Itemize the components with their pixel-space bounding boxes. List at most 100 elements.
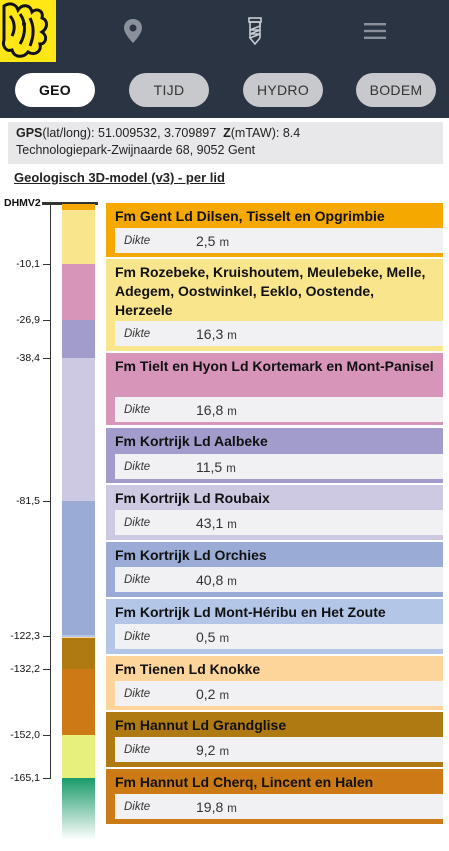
column-band <box>62 638 95 669</box>
depth-label: -165,1 <box>10 772 40 784</box>
column-band <box>62 669 95 735</box>
thickness-label: Dikte <box>124 234 151 247</box>
z-value: 8.4 <box>282 126 301 140</box>
thickness-value: 43,1 m <box>196 514 237 531</box>
layer-item[interactable]: Fm Rozebeke, Kruishoutem, Meulebeke, Mel… <box>106 259 443 351</box>
layer-item[interactable]: Fm Kortrijk Ld Roubaix Dikte 43,1 m <box>106 485 443 540</box>
layer-item[interactable]: Fm Tienen Ld Knokke Dikte 0,2 m <box>106 656 443 710</box>
column-band <box>62 358 95 501</box>
depth-tick <box>43 735 51 736</box>
thickness-row: Dikte 9,2 m <box>115 737 443 762</box>
depth-label: -26,9 <box>16 314 40 326</box>
location-info-box: GPS(lat/long): 51.009532, 3.709897 Z(mTA… <box>8 122 443 164</box>
layer-item[interactable]: Fm Kortrijk Ld Mont-Héribu en Het Zoute … <box>106 599 443 654</box>
thickness-row: Dikte 43,1 m <box>115 510 443 535</box>
layer-name: Fm Kortrijk Ld Aalbeke <box>115 433 268 449</box>
column-band <box>62 204 95 210</box>
layer-item[interactable]: Fm Hannut Ld Cherq, Lincent en Halen Dik… <box>106 769 443 824</box>
column-band <box>62 264 95 320</box>
drill-icon[interactable] <box>239 15 271 47</box>
depth-tick <box>43 669 51 670</box>
column-band <box>62 320 95 358</box>
hamburger-menu-icon[interactable] <box>359 15 391 47</box>
tab-bar: GEO TIJD HYDRO BODEM <box>0 62 449 118</box>
column-band <box>62 735 95 778</box>
thickness-label: Dikte <box>124 327 151 340</box>
layer-item[interactable]: Fm Gent Ld Dilsen, Tisselt en Opgrimbie … <box>106 203 443 257</box>
layer-name: Fm Hannut Ld Cherq, Lincent en Halen <box>115 774 374 790</box>
location-pin-icon[interactable] <box>117 15 149 47</box>
surface-marker <box>42 202 98 205</box>
layer-name: Fm Hannut Ld Grandglise <box>115 717 287 733</box>
thickness-row: Dikte 2,5 m <box>115 228 443 253</box>
thickness-label: Dikte <box>124 460 151 473</box>
column-band <box>62 501 95 635</box>
thickness-value: 16,3 m <box>196 325 237 342</box>
column-band <box>62 635 95 637</box>
lion-logo-icon[interactable] <box>0 0 56 62</box>
thickness-row: Dikte 40,8 m <box>115 567 443 592</box>
depth-top-label: DHMV2 <box>4 197 41 209</box>
thickness-row: Dikte 19,8 m <box>115 794 443 819</box>
layer-name: Fm Tienen Ld Knokke <box>115 661 261 677</box>
depth-label: -132,2 <box>10 663 40 675</box>
depth-label: -122,3 <box>10 630 40 642</box>
depth-axis <box>50 203 51 778</box>
layer-item[interactable]: Fm Tielt en Hyon Ld Kortemark en Mont-Pa… <box>106 353 443 425</box>
thickness-label: Dikte <box>124 630 151 643</box>
thickness-value: 0,5 m <box>196 628 230 645</box>
thickness-value: 16,8 m <box>196 401 237 418</box>
layer-item[interactable]: Fm Kortrijk Ld Orchies Dikte 40,8 m <box>106 542 443 597</box>
depth-tick <box>43 636 51 637</box>
depth-label: -38,4 <box>16 352 40 364</box>
thickness-label: Dikte <box>124 573 151 586</box>
thickness-label: Dikte <box>124 516 151 529</box>
gps-suffix: (lat/long): <box>42 126 98 140</box>
gps-line: GPS(lat/long): 51.009532, 3.709897 Z(mTA… <box>16 125 435 142</box>
layer-name: Fm Tielt en Hyon Ld Kortemark en Mont-Pa… <box>115 358 434 374</box>
depth-tick <box>43 320 51 321</box>
thickness-value: 2,5 m <box>196 232 230 249</box>
gps-label: GPS <box>16 126 43 140</box>
depth-tick <box>43 501 51 502</box>
depth-tick <box>43 358 51 359</box>
gps-value: 51.009532, 3.709897 <box>98 126 217 140</box>
layer-name: Fm Kortrijk Ld Mont-Héribu en Het Zoute <box>115 604 386 620</box>
z-suffix: (mTAW): <box>230 126 283 140</box>
thickness-row: Dikte 16,8 m <box>115 397 443 422</box>
column-band <box>62 637 95 638</box>
thickness-value: 19,8 m <box>196 798 237 815</box>
tab-tijd[interactable]: TIJD <box>129 73 209 107</box>
depth-label: -10,1 <box>16 258 40 270</box>
thickness-label: Dikte <box>124 800 151 813</box>
thickness-row: Dikte 16,3 m <box>115 321 443 346</box>
depth-tick <box>43 264 51 265</box>
depth-label: -81,5 <box>16 495 40 507</box>
thickness-row: Dikte 0,2 m <box>115 681 443 706</box>
depth-tick <box>43 778 51 779</box>
tab-geo[interactable]: GEO <box>15 73 95 107</box>
column-band <box>62 210 95 264</box>
thickness-label: Dikte <box>124 403 151 416</box>
tab-hydro[interactable]: HYDRO <box>243 73 323 107</box>
thickness-row: Dikte 0,5 m <box>115 624 443 649</box>
layer-name: Fm Gent Ld Dilsen, Tisselt en Opgrimbie <box>115 208 385 224</box>
layer-name: Fm Kortrijk Ld Roubaix <box>115 490 270 506</box>
thickness-value: 40,8 m <box>196 571 237 588</box>
thickness-value: 9,2 m <box>196 741 230 758</box>
thickness-label: Dikte <box>124 743 151 756</box>
z-label: Z <box>223 126 231 140</box>
layer-name: Fm Kortrijk Ld Orchies <box>115 547 267 563</box>
thickness-value: 11,5 m <box>196 458 236 475</box>
model-title: Geologisch 3D-model (v3) - per lid <box>14 170 225 185</box>
layer-name: Fm Rozebeke, Kruishoutem, Meulebeke, Mel… <box>115 264 426 318</box>
depth-label: -152,0 <box>10 729 40 741</box>
tab-bodem[interactable]: BODEM <box>356 73 436 107</box>
top-navigation-bar <box>0 0 449 62</box>
layer-item[interactable]: Fm Hannut Ld Grandglise Dikte 9,2 m <box>106 712 443 767</box>
thickness-value: 0,2 m <box>196 685 230 702</box>
thickness-row: Dikte 11,5 m <box>115 454 443 479</box>
layer-item[interactable]: Fm Kortrijk Ld Aalbeke Dikte 11,5 m <box>106 428 443 483</box>
thickness-label: Dikte <box>124 687 151 700</box>
column-band <box>62 778 95 840</box>
